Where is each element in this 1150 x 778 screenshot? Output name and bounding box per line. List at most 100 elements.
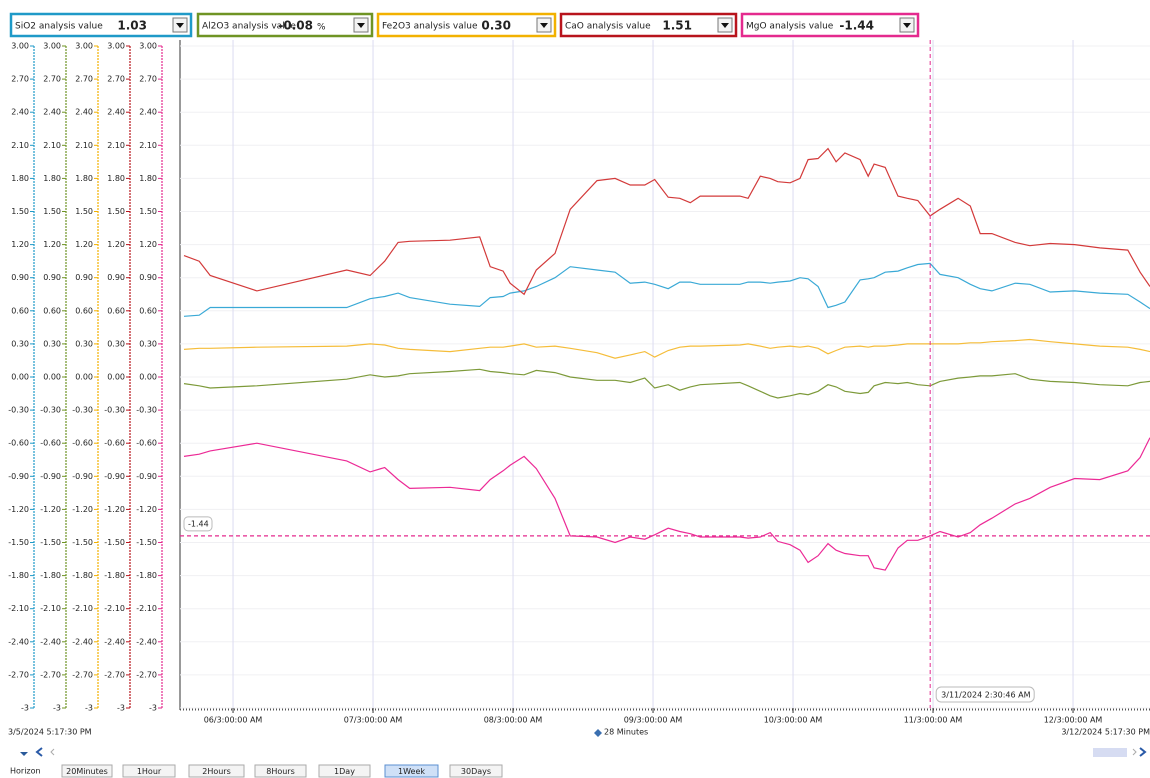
button-face[interactable] xyxy=(188,764,245,778)
y-tick-label: -0.60 xyxy=(136,439,157,448)
y-tick-label: -2.40 xyxy=(40,637,61,646)
y-tick-label: -1.20 xyxy=(8,505,29,514)
x-tick-label: 09/3:00:00 AM xyxy=(624,716,683,725)
scroll-left[interactable] xyxy=(35,747,43,757)
y-tick-label: 0.90 xyxy=(11,273,29,282)
readout-value: 0.30 xyxy=(481,19,511,33)
y-tick-label: -1.80 xyxy=(104,571,125,580)
y-tick-label: 1.80 xyxy=(11,174,29,183)
dropdown-arrow[interactable] xyxy=(721,23,729,28)
button-label[interactable]: 1Week xyxy=(398,767,425,776)
horizon-button[interactable]: 20Minutes xyxy=(61,764,113,778)
y-tick-label: -1.80 xyxy=(8,571,29,580)
y-tick-label: -3 xyxy=(149,704,157,713)
y-tick-label: 2.40 xyxy=(43,108,61,117)
scroll-right[interactable] xyxy=(1139,747,1147,757)
button-label[interactable]: 8Hours xyxy=(266,767,295,776)
y-tick-label: 1.20 xyxy=(11,240,29,249)
button-label[interactable]: 30Days xyxy=(461,767,491,776)
y-tick-label: 1.80 xyxy=(139,174,157,183)
button-label[interactable]: 1Day xyxy=(334,767,355,776)
dropdown-arrow[interactable] xyxy=(540,23,548,28)
button-face[interactable] xyxy=(122,764,176,778)
readout-box xyxy=(196,12,374,38)
button-face[interactable] xyxy=(61,764,113,778)
span-label: 28 Minutes xyxy=(604,728,648,737)
step-left[interactable] xyxy=(50,748,55,756)
y-tick-label: -0.60 xyxy=(8,439,29,448)
cursor-x-label-box xyxy=(935,686,1035,703)
y-tick-label: 2.70 xyxy=(43,75,61,84)
x-tick-label: 11/3:00:00 AM xyxy=(904,716,963,725)
y-tick-label: -2.40 xyxy=(104,637,125,646)
y-tick-label: 0.00 xyxy=(75,373,93,382)
scroll-thumb[interactable] xyxy=(1093,748,1127,757)
zoom-icon[interactable] xyxy=(594,729,602,737)
horizon-button[interactable]: 1Week xyxy=(384,764,439,778)
y-tick-label: -1.80 xyxy=(72,571,93,580)
dropdown-arrow[interactable] xyxy=(903,23,911,28)
collapse-arrow[interactable] xyxy=(20,752,28,756)
y-tick-label: -0.90 xyxy=(104,472,125,481)
series-line xyxy=(183,147,1150,296)
y-tick-label: -0.30 xyxy=(104,406,125,415)
readout-value: 1.03 xyxy=(117,19,147,33)
y-tick-label: 0.60 xyxy=(11,306,29,315)
y-tick-label: 0.00 xyxy=(11,373,29,382)
y-tick-label: -0.60 xyxy=(40,439,61,448)
x-tick-label: 07/3:00:00 AM xyxy=(344,716,403,725)
y-tick-label: 2.10 xyxy=(11,141,29,150)
y-tick-label: -0.30 xyxy=(72,406,93,415)
y-tick-label: 1.50 xyxy=(75,207,93,216)
y-tick-label: 2.10 xyxy=(139,141,157,150)
readout-value: -0.08 xyxy=(278,19,313,33)
y-tick-label: -2.10 xyxy=(72,604,93,613)
horizon-button[interactable]: 8Hours xyxy=(254,764,307,778)
y-tick-label: -2.40 xyxy=(8,637,29,646)
y-tick-label: -3 xyxy=(117,704,125,713)
y-tick-label: 3.00 xyxy=(43,42,61,51)
button-face[interactable] xyxy=(254,764,307,778)
y-tick-label: -1.20 xyxy=(40,505,61,514)
button-face[interactable] xyxy=(449,764,503,778)
y-tick-label: 2.40 xyxy=(139,108,157,117)
horizon-button[interactable]: 1Hour xyxy=(122,764,176,778)
button-label[interactable]: 1Hour xyxy=(137,767,162,776)
cursor-y-label: -1.44 xyxy=(188,519,209,528)
y-tick-label: 0.30 xyxy=(139,339,157,348)
horizon-button[interactable]: 30Days xyxy=(449,764,503,778)
step-right[interactable] xyxy=(1132,748,1137,756)
y-tick-label: -1.20 xyxy=(136,505,157,514)
y-tick-label: 3.00 xyxy=(107,42,125,51)
dropdown-arrow[interactable] xyxy=(357,23,365,28)
horizon-button[interactable]: 2Hours xyxy=(188,764,245,778)
y-tick-label: -2.40 xyxy=(72,637,93,646)
button-label[interactable]: 20Minutes xyxy=(66,767,108,776)
y-tick-label: -1.50 xyxy=(104,538,125,547)
y-tick-label: 2.10 xyxy=(43,141,61,150)
readout-unit: % xyxy=(317,23,326,33)
readout-name: SiO2 analysis value xyxy=(15,22,103,32)
y-tick-label: 2.70 xyxy=(11,75,29,84)
y-tick-label: 2.10 xyxy=(107,141,125,150)
end-time: 3/12/2024 5:17:30 PM xyxy=(1061,728,1150,737)
y-tick-label: 1.50 xyxy=(11,207,29,216)
y-tick-label: -1.20 xyxy=(104,505,125,514)
y-tick-label: -2.70 xyxy=(8,670,29,679)
button-face[interactable] xyxy=(384,764,439,778)
y-tick-label: 1.80 xyxy=(107,174,125,183)
dropdown-arrow[interactable] xyxy=(176,23,184,28)
readout-name: Al2O3 analysis value xyxy=(202,22,296,32)
y-tick-label: -3 xyxy=(53,704,61,713)
button-face[interactable] xyxy=(318,764,371,778)
y-tick-label: -2.10 xyxy=(104,604,125,613)
horizon-button[interactable]: 1Day xyxy=(318,764,371,778)
y-tick-label: -0.60 xyxy=(72,439,93,448)
button-label[interactable]: 2Hours xyxy=(202,767,231,776)
y-tick-label: -0.60 xyxy=(104,439,125,448)
y-tick-label: 2.70 xyxy=(139,75,157,84)
y-tick-label: -3 xyxy=(21,704,29,713)
y-tick-label: -0.30 xyxy=(8,406,29,415)
y-tick-label: -2.70 xyxy=(136,670,157,679)
